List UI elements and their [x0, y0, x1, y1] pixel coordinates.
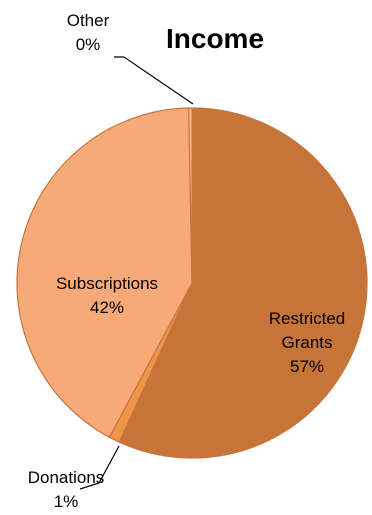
- slice-name: Donations: [28, 468, 105, 487]
- slice-label-subscriptions: Subscriptions 42%: [56, 274, 158, 317]
- leader-line-donations: [79, 445, 120, 490]
- slice-name: Grants: [281, 333, 332, 352]
- slice-percent: 1%: [54, 492, 79, 511]
- chart-title: Income: [166, 23, 264, 54]
- slice-label-other: Other 0%: [67, 11, 110, 54]
- slice-percent: 42%: [90, 298, 124, 317]
- slice-name: Subscriptions: [56, 274, 158, 293]
- pie-slice-subscriptions: [16, 107, 193, 439]
- slice-name: Other: [67, 11, 110, 30]
- slice-name: Restricted: [269, 309, 346, 328]
- slice-label-restricted-grants: Restricted Grants 57%: [269, 309, 346, 376]
- leader-line-other: [114, 56, 194, 105]
- slice-percent: 57%: [290, 357, 324, 376]
- leader-lines: [79, 56, 194, 490]
- pie-slice-restricted-grants: [118, 107, 368, 459]
- slice-percent: 0%: [76, 35, 101, 54]
- pie-slice-other: [188, 107, 193, 284]
- slice-labels: Restricted Grants 57% Donations 1% Subscripti…: [28, 11, 346, 511]
- slice-label-donations: Donations 1%: [28, 468, 105, 511]
- pie-slices: [16, 107, 368, 459]
